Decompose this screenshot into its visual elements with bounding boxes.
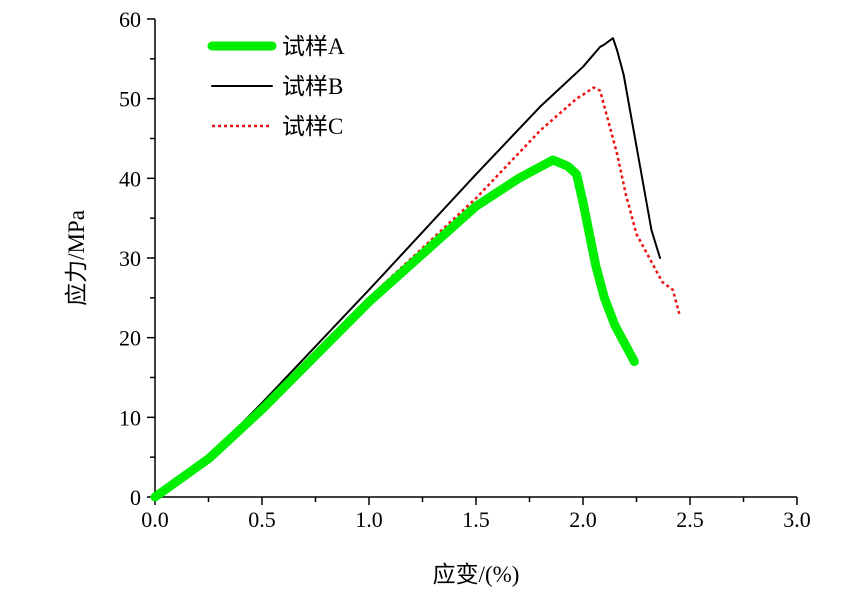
y-tick-label: 40 xyxy=(119,166,141,191)
y-tick-label: 30 xyxy=(119,246,141,271)
series-lines xyxy=(150,37,681,502)
x-tick-label: 2.5 xyxy=(676,507,704,532)
series-line-a xyxy=(150,155,639,502)
series-line-b xyxy=(154,37,662,498)
legend-label: 试样B xyxy=(282,74,343,99)
x-tick-label: 1.5 xyxy=(462,507,490,532)
y-tick-label: 10 xyxy=(119,405,141,430)
y-tick-label: 0 xyxy=(130,485,141,510)
series-line-c xyxy=(154,86,681,499)
x-tick-label: 2.0 xyxy=(569,507,597,532)
x-axis-label: 应变/(%) xyxy=(433,562,520,587)
axes: 0.0 0.5 1.0 1.5 2.0 2.5 3.0 0 10 20 30 40 50 60 xyxy=(119,7,811,532)
y-axis-label: 应力/MPa xyxy=(64,210,89,306)
legend-label: 试样C xyxy=(282,114,343,139)
y-tick-label: 50 xyxy=(119,87,141,112)
x-tick-label: 1.0 xyxy=(355,507,383,532)
y-tick-label: 20 xyxy=(119,326,141,351)
y-tick-label: 60 xyxy=(119,7,141,32)
legend-label: 试样A xyxy=(282,34,345,59)
x-tick-label: 3.0 xyxy=(783,507,811,532)
x-tick-label: 0.5 xyxy=(248,507,276,532)
x-tick-label: 0.0 xyxy=(141,507,169,532)
legend: 试样A 试样B 试样C xyxy=(207,34,345,139)
